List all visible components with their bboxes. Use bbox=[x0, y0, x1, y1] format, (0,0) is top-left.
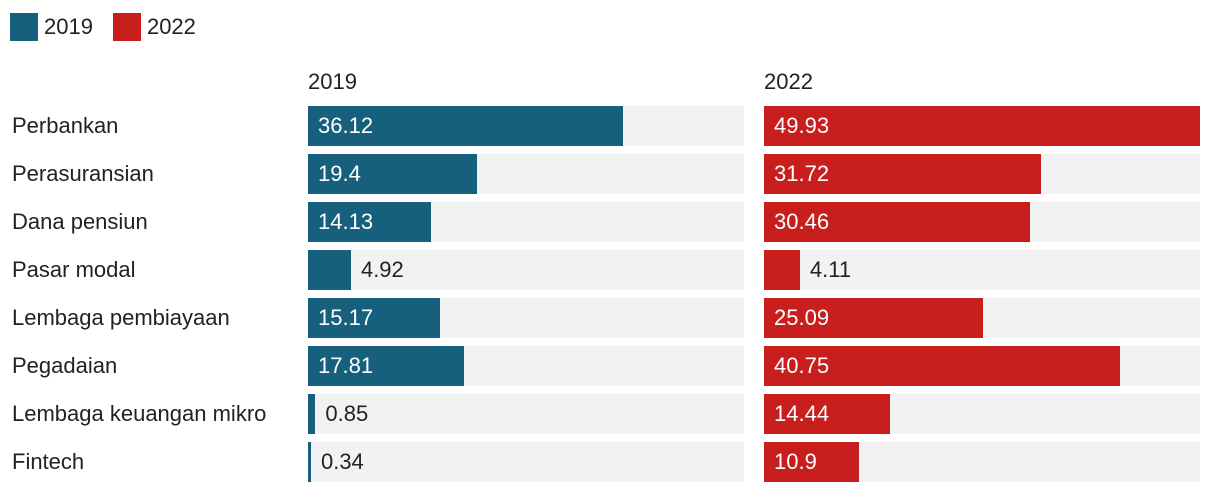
value-label: 49.93 bbox=[774, 113, 830, 138]
bar-2022 bbox=[764, 154, 1041, 194]
legend-swatch-2019 bbox=[10, 13, 38, 41]
value-label: 15.17 bbox=[318, 305, 374, 330]
value-label: 4.11 bbox=[809, 257, 852, 282]
legend-item-2022: 2022 bbox=[112, 13, 196, 41]
bar-2019 bbox=[308, 250, 351, 290]
bar-track: 0.34 bbox=[308, 442, 744, 482]
bar-track: 19.4 bbox=[308, 154, 744, 194]
category-label: Pegadaian bbox=[12, 353, 118, 378]
value-label: 4.92 bbox=[360, 257, 404, 282]
category-label: Lembaga pembiayaan bbox=[12, 305, 230, 330]
value-label: 30.46 bbox=[774, 209, 830, 234]
value-label: 40.75 bbox=[774, 353, 830, 378]
value-label: 10.9 bbox=[774, 449, 817, 474]
legend-item-2019: 2019 bbox=[10, 13, 93, 41]
bar-2022 bbox=[764, 298, 984, 338]
bar-2019 bbox=[308, 298, 441, 338]
category-label: Perasuransian bbox=[12, 161, 154, 186]
value-label: 36.12 bbox=[318, 113, 374, 138]
bar-2022 bbox=[764, 346, 1120, 386]
value-label: 19.4 bbox=[318, 161, 361, 186]
bar-track: 17.81 bbox=[308, 346, 744, 386]
category-label: Perbankan bbox=[12, 113, 119, 138]
category-label: Dana pensiun bbox=[12, 209, 148, 234]
legend-label-2022: 2022 bbox=[146, 14, 196, 39]
value-label: 14.13 bbox=[318, 209, 374, 234]
bar-track: 15.17 bbox=[308, 298, 744, 338]
bar-track: 31.72 bbox=[764, 154, 1200, 194]
bar-track: 4.92 bbox=[308, 250, 744, 290]
column-title-2019: 2019 bbox=[308, 69, 357, 94]
bar-2019 bbox=[308, 346, 464, 386]
bar-track: 30.46 bbox=[764, 202, 1200, 242]
value-label: 25.09 bbox=[774, 305, 830, 330]
category-label: Lembaga keuangan mikro bbox=[12, 401, 267, 426]
legend: 2019 2022 bbox=[10, 12, 216, 42]
value-label: 14.44 bbox=[774, 401, 830, 426]
value-label: 0.85 bbox=[325, 401, 369, 426]
column-title-2022: 2022 bbox=[764, 69, 813, 94]
bar-2022 bbox=[764, 202, 1030, 242]
bar-2019 bbox=[308, 154, 478, 194]
bar-2019 bbox=[308, 394, 316, 434]
bar-track: 40.75 bbox=[764, 346, 1200, 386]
legend-swatch-2022 bbox=[112, 13, 141, 41]
bar-2022 bbox=[764, 250, 800, 290]
value-label: 0.34 bbox=[320, 449, 364, 474]
bar-track: 10.9 bbox=[764, 442, 1200, 482]
bar-2022 bbox=[764, 442, 860, 482]
bar-track: 14.44 bbox=[764, 394, 1200, 434]
category-label: Pasar modal bbox=[12, 257, 136, 282]
category-label: Fintech bbox=[12, 449, 85, 474]
bar-track: 25.09 bbox=[764, 298, 1200, 338]
bar-track: 49.93 bbox=[764, 106, 1200, 146]
bar-2022 bbox=[764, 106, 1200, 146]
legend-label-2019: 2019 bbox=[44, 14, 93, 39]
value-label: 17.81 bbox=[318, 353, 374, 378]
bar-track: 4.11 bbox=[764, 250, 1200, 290]
bar-track: 0.85 bbox=[308, 394, 744, 434]
bar-2022 bbox=[764, 394, 891, 434]
bar-2019 bbox=[308, 442, 311, 482]
bar-2019 bbox=[308, 202, 432, 242]
bar-2019 bbox=[308, 106, 624, 146]
bar-track: 36.12 bbox=[308, 106, 744, 146]
value-label: 31.72 bbox=[774, 161, 830, 186]
bar-track: 14.13 bbox=[308, 202, 744, 242]
